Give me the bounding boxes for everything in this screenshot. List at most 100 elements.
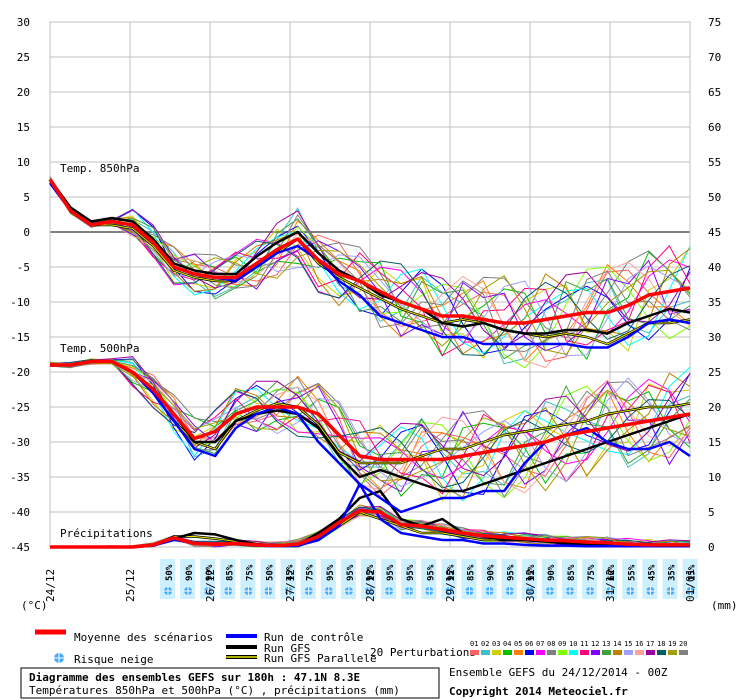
perturbation-line xyxy=(49,360,691,498)
y-right-tick-label: 20 xyxy=(708,401,721,414)
snowflake-icon xyxy=(343,586,354,596)
perturbation-line xyxy=(49,362,691,494)
perturbation-number: 19 xyxy=(668,640,676,648)
x-tick-label: 27/12 xyxy=(284,569,297,602)
y-right-tick-label: 30 xyxy=(708,331,721,344)
snow-risk-value: 45% xyxy=(286,564,296,581)
snowflake-icon xyxy=(524,586,535,596)
perturbation-swatch xyxy=(613,650,622,655)
x-tick-label: 29/12 xyxy=(444,569,457,602)
y-left-tick-label: 20 xyxy=(17,86,30,99)
y-right-tick-label: 0 xyxy=(708,541,715,554)
snow-risk-value: 75% xyxy=(306,564,316,581)
snowflake-icon xyxy=(444,586,455,596)
perturbation-line xyxy=(49,178,691,357)
y-left-tick-label: -15 xyxy=(10,331,30,344)
legend-gfs-label: Run GFS xyxy=(264,642,310,655)
snowflake-icon xyxy=(53,652,65,664)
perturbation-number: 08 xyxy=(547,640,555,648)
y-right-tick-label: 5 xyxy=(708,506,715,519)
snowflake-icon xyxy=(223,586,234,596)
perturbation-number: 10 xyxy=(569,640,577,648)
series-line-t500 xyxy=(50,359,691,462)
legend-perturbations-label: 20 Perturbations xyxy=(370,646,476,659)
snow-risk-strip: 50% 90% 90% 85% 75% 50% 45% 75% 95% 95% 95% 95% 95% 9… xyxy=(160,559,698,599)
perturbation-swatch xyxy=(580,650,589,655)
perturbation-swatch xyxy=(558,650,567,655)
snow-risk-value: 95% xyxy=(527,564,537,581)
snow-risk-value: 95% xyxy=(366,564,376,581)
perturbation-number: 06 xyxy=(525,640,533,648)
snowflake-icon xyxy=(484,586,495,596)
y-left-tick-label: -35 xyxy=(10,471,30,484)
perturbation-swatch xyxy=(624,650,633,655)
y-left-tick-label: 30 xyxy=(17,16,30,29)
perturbation-swatch xyxy=(646,650,655,655)
y-left-tick-label: -5 xyxy=(17,261,30,274)
perturbation-line xyxy=(49,179,691,349)
legend: Moyenne des scénarios Risque neige Run d… xyxy=(35,629,688,666)
legend-snow-label: Risque neige xyxy=(74,653,153,666)
x-tick-label: 25/12 xyxy=(124,569,137,602)
perturbation-swatch xyxy=(569,650,578,655)
snow-risk-value: 35% xyxy=(668,564,678,581)
perturbation-number: 20 xyxy=(679,640,687,648)
y-left-tick-label: -40 xyxy=(10,506,30,519)
y-right-tick-label: 40 xyxy=(708,261,721,274)
snow-risk-value: 95% xyxy=(346,564,356,581)
x-tick-label: 30/12 xyxy=(524,569,537,602)
y-left-tick-label: 5 xyxy=(23,191,30,204)
x-tick-label: 24/12 xyxy=(44,569,57,602)
perturbation-line xyxy=(49,360,691,495)
perturbation-swatch xyxy=(547,650,556,655)
snow-risk-value: 90% xyxy=(205,564,215,581)
snow-risk-value: 90% xyxy=(547,564,557,581)
y-left-tick-label: -25 xyxy=(10,401,30,414)
y-right-tick-label: 10 xyxy=(708,471,721,484)
y-right-tick-label: 75 xyxy=(708,16,721,29)
y-right-tick-label: 70 xyxy=(708,51,721,64)
snowflake-icon xyxy=(625,586,636,596)
snowflake-icon xyxy=(263,586,274,596)
y-right-tick-label: 55 xyxy=(708,156,721,169)
series-line-t850 xyxy=(49,179,691,345)
y-right-tick-label: 15 xyxy=(708,436,721,449)
series-line-t500 xyxy=(50,360,691,514)
snowflake-icon xyxy=(544,586,555,596)
legend-mean-label: Moyenne des scénarios xyxy=(74,631,213,644)
snow-risk-value: 95% xyxy=(406,564,416,581)
snowflake-icon xyxy=(243,586,254,596)
y-left-tick-label: -20 xyxy=(10,366,30,379)
perturbation-swatch xyxy=(602,650,611,655)
snow-risk-value: 95% xyxy=(507,564,517,581)
perturbation-line xyxy=(49,177,691,357)
y-left-tick-label: -30 xyxy=(10,436,30,449)
perturbation-line xyxy=(49,358,691,498)
perturbation-number: 04 xyxy=(503,640,511,648)
x-tick-label: 26/12 xyxy=(204,569,217,602)
label-t500: Temp. 500hPa xyxy=(60,342,139,355)
snow-risk-value: 55% xyxy=(627,564,637,581)
perturbation-swatch xyxy=(635,650,644,655)
y-left-tick-label: -10 xyxy=(10,296,30,309)
label-t850: Temp. 850hPa xyxy=(60,162,139,175)
perturbation-swatch xyxy=(514,650,523,655)
y-right-tick-label: 50 xyxy=(708,191,721,204)
y-right-tick-label: 60 xyxy=(708,121,721,134)
perturbation-number: 17 xyxy=(646,640,654,648)
snow-risk-value: 75% xyxy=(587,564,597,581)
copyright-text: Copyright 2014 Meteociel.fr xyxy=(449,685,628,698)
snowflake-icon xyxy=(424,586,435,596)
legend-control-label: Run de contrôle xyxy=(264,631,363,644)
perturbation-swatch xyxy=(679,650,688,655)
title-box: Diagramme des ensembles GEFS sur 180h : … xyxy=(20,667,440,699)
snow-risk-value: 95% xyxy=(446,564,456,581)
snowflake-icon xyxy=(163,586,173,596)
snowflake-icon xyxy=(384,586,395,596)
perturbation-swatch xyxy=(657,650,666,655)
perturbation-swatch xyxy=(668,650,677,655)
perturbation-number: 11 xyxy=(580,640,588,648)
perturbation-number: 12 xyxy=(591,640,599,648)
perturbation-swatch xyxy=(525,650,534,655)
snowflake-icon xyxy=(565,586,575,596)
